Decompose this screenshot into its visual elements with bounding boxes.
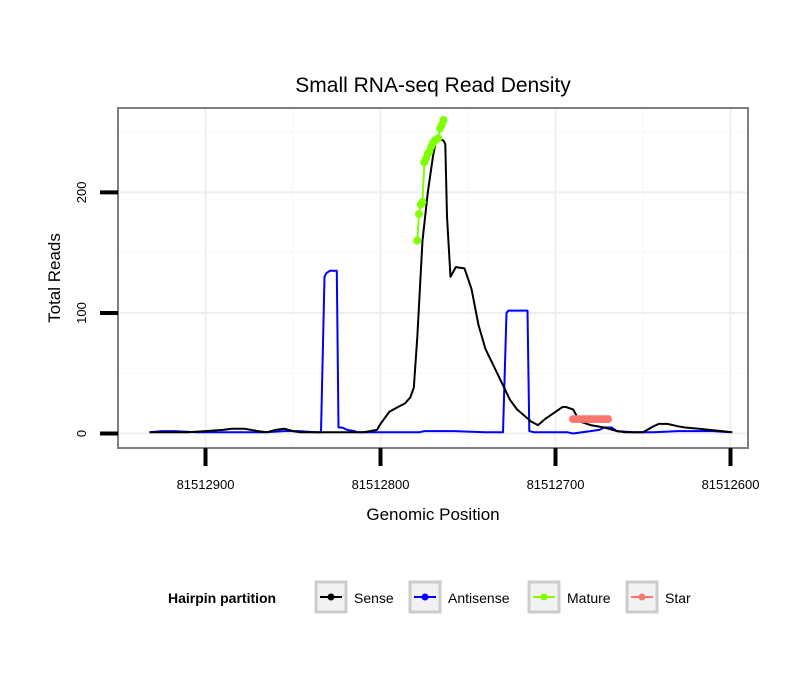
- x-axis: 81512900 81512800 81512700 81512600: [177, 448, 760, 492]
- x-tick-label: 81512800: [352, 477, 410, 492]
- legend-title: Hairpin partition: [168, 590, 276, 606]
- series-line-sense: [149, 137, 733, 434]
- y-axis: 0 100 200: [74, 182, 118, 437]
- legend-label-sense: Sense: [354, 590, 394, 606]
- y-axis-title: Total Reads: [45, 233, 64, 323]
- x-tick-label: 81512900: [177, 477, 235, 492]
- x-axis-title: Genomic Position: [366, 505, 499, 524]
- data-point-mature: [415, 210, 423, 219]
- y-tick-label: 200: [74, 182, 89, 204]
- grid-lines: [117, 108, 748, 448]
- data-point-star: [604, 415, 612, 424]
- legend-marker-antisense: [421, 593, 429, 601]
- legend-marker-mature: [540, 593, 548, 601]
- x-tick-label: 81512700: [527, 477, 585, 492]
- y-tick-label: 0: [74, 430, 89, 437]
- legend-label-star: Star: [665, 590, 691, 606]
- data-point-mature: [418, 198, 427, 207]
- plot-border: [117, 107, 749, 449]
- x-tick-label: 81512600: [702, 477, 760, 492]
- legend-marker-sense: [327, 593, 335, 601]
- y-tick-label: 100: [74, 302, 89, 324]
- legend-marker-star: [638, 593, 646, 601]
- data-point-mature: [434, 134, 443, 143]
- series-layer: [149, 116, 733, 435]
- data-point-mature: [413, 236, 422, 245]
- chart-title: Small RNA-seq Read Density: [295, 74, 571, 97]
- data-point-mature: [439, 116, 448, 125]
- legend-label-mature: Mature: [567, 590, 611, 606]
- legend: Hairpin partition Sense Antisense Mature St…: [168, 580, 691, 614]
- legend-label-antisense: Antisense: [448, 590, 510, 606]
